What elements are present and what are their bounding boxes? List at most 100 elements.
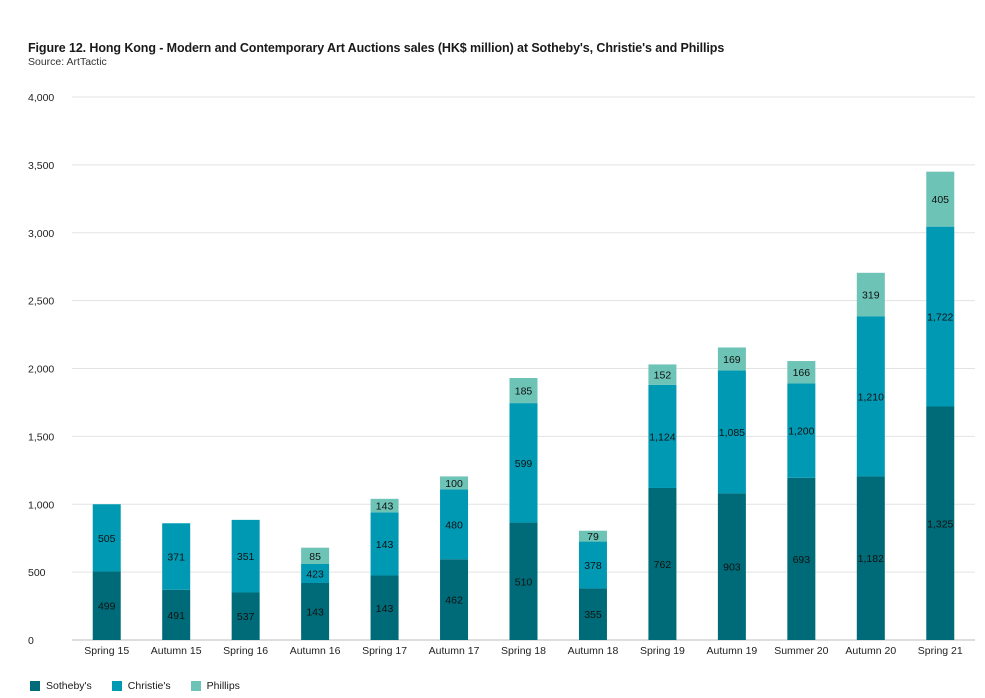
data-label: 491 <box>167 610 185 622</box>
bar-group: 499 505 <box>92 504 121 640</box>
bar-segment <box>440 559 469 640</box>
x-tick-label: Autumn 15 <box>151 645 202 657</box>
data-label: 1,722 <box>927 312 953 324</box>
y-axis: 0 500 1,000 1,500 2,000 2,500 3,000 3,500 4,000 <box>28 92 54 647</box>
data-label: 100 <box>445 478 463 490</box>
legend-item: Sotheby's <box>30 680 92 692</box>
data-label: 480 <box>445 519 463 531</box>
bar-segment <box>717 347 746 371</box>
legend-swatch <box>111 681 122 691</box>
y-tick-label: 4,000 <box>28 92 54 104</box>
x-tick-label: Summer 20 <box>774 645 828 657</box>
bar-segment <box>856 272 885 317</box>
data-label: 903 <box>723 562 741 574</box>
data-label: 152 <box>654 370 672 382</box>
x-tick-label: Autumn 19 <box>706 645 757 657</box>
bar-segment <box>92 571 121 640</box>
x-tick-label: Autumn 16 <box>290 645 341 657</box>
bar-segment <box>231 592 260 640</box>
y-tick-label: 0 <box>28 635 34 647</box>
bar-group: 693 1,200 166 <box>787 361 816 640</box>
y-tick-label: 2,000 <box>28 364 54 376</box>
data-label: 143 <box>376 501 394 513</box>
data-label: 1,085 <box>719 427 745 439</box>
chart-subtitle: Source: ArtTactic <box>28 56 107 68</box>
data-label: 143 <box>306 606 324 618</box>
data-label: 462 <box>445 595 463 607</box>
bar-segment <box>509 403 538 523</box>
x-tick-label: Autumn 18 <box>568 645 619 657</box>
bar-segment <box>787 477 816 640</box>
bar-group: 355 378 79 <box>578 530 607 640</box>
bar-segment <box>717 493 746 640</box>
x-tick-label: Autumn 20 <box>845 645 896 657</box>
bar-segment <box>301 582 330 640</box>
data-label: 1,325 <box>927 518 953 530</box>
data-label: 85 <box>309 551 321 563</box>
bar-segment <box>926 406 955 640</box>
x-axis: Spring 15 Autumn 15 Spring 16 Autumn 16 Spri… <box>84 645 963 657</box>
data-label: 405 <box>932 194 950 206</box>
y-tick-label: 3,000 <box>28 228 54 240</box>
data-label: 599 <box>515 458 533 470</box>
data-label: 378 <box>584 560 602 572</box>
data-label: 371 <box>167 552 185 564</box>
legend-label: Christie's <box>127 680 171 692</box>
data-label: 537 <box>237 611 255 623</box>
bar-segment <box>787 361 816 384</box>
data-label: 143 <box>376 603 394 615</box>
y-tick-label: 1,000 <box>28 499 54 511</box>
y-tick-label: 1,500 <box>28 431 54 443</box>
data-label: 166 <box>793 367 811 379</box>
data-label: 1,210 <box>858 391 884 403</box>
bar-group: 537 351 <box>231 519 260 640</box>
bar-segment <box>440 476 469 490</box>
bar-segment <box>509 522 538 640</box>
legend: Sotheby's Christie's Phillips <box>30 680 240 692</box>
legend-item: Christie's <box>111 680 171 692</box>
bar-segment <box>440 489 469 560</box>
data-label: 355 <box>584 609 602 621</box>
data-label: 510 <box>515 576 533 588</box>
chart-title: Figure 12. Hong Kong - Modern and Contem… <box>28 41 725 55</box>
gridlines <box>72 96 975 641</box>
bar-segment <box>92 504 121 572</box>
bar-segment <box>301 547 330 564</box>
data-label: 79 <box>587 531 599 543</box>
x-tick-label: Spring 19 <box>640 645 685 657</box>
x-tick-label: Spring 17 <box>362 645 407 657</box>
data-label: 319 <box>862 290 880 302</box>
data-label: 1,182 <box>858 553 884 565</box>
bar-segment <box>578 541 607 589</box>
bars: 499 505 491 371 537 351 143 423 85 143 143 143 462 48… <box>92 171 955 640</box>
bar-group: 491 371 <box>162 523 191 640</box>
bar-segment <box>370 512 399 576</box>
bar-segment <box>648 364 677 385</box>
data-label: 169 <box>723 354 741 366</box>
bar-segment <box>926 171 955 227</box>
y-tick-label: 500 <box>28 567 46 579</box>
bar-segment <box>578 530 607 542</box>
x-tick-label: Autumn 17 <box>429 645 480 657</box>
bar-segment <box>856 316 885 477</box>
data-label: 351 <box>237 551 255 563</box>
bar-segment <box>648 384 677 488</box>
bar-segment <box>231 519 260 593</box>
bar-group: 462 480 100 <box>440 476 469 640</box>
data-label: 1,124 <box>649 431 675 443</box>
bar-segment <box>717 370 746 494</box>
bar-group: 143 143 143 <box>370 498 399 640</box>
data-label: 505 <box>98 533 116 545</box>
x-tick-label: Spring 21 <box>918 645 963 657</box>
bar-segment <box>926 226 955 407</box>
bar-segment <box>370 575 399 640</box>
bar-group: 1,325 1,722 405 <box>926 171 955 640</box>
bar-segment <box>856 476 885 640</box>
data-label: 185 <box>515 386 533 398</box>
x-tick-label: Spring 16 <box>223 645 268 657</box>
bar-segment <box>370 498 399 513</box>
bar-segment <box>162 589 191 640</box>
bar-segment <box>787 383 816 478</box>
y-tick-label: 3,500 <box>28 160 54 172</box>
data-label: 499 <box>98 601 116 613</box>
